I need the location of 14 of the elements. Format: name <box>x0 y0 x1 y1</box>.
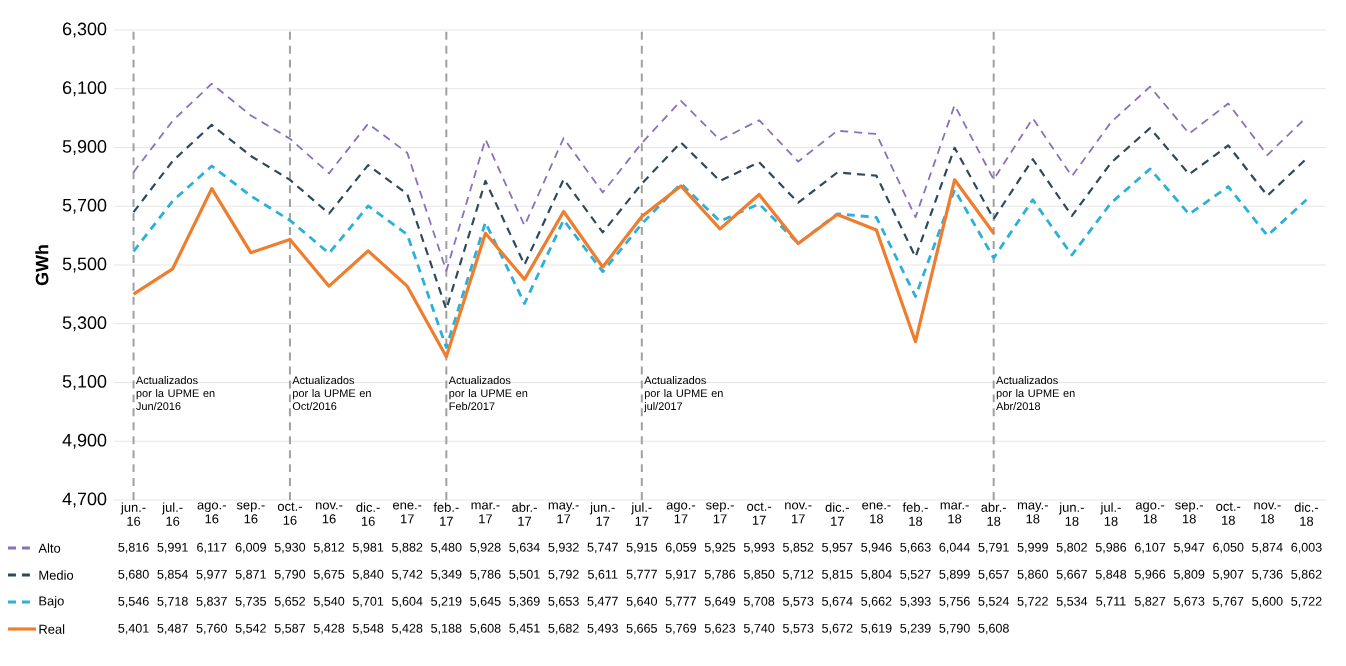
y-tick-label: 5,700 <box>62 198 107 214</box>
y-tick-label: 4,700 <box>62 492 107 508</box>
y-tick-label: 4,900 <box>62 433 107 449</box>
y-tick-label: 6,100 <box>62 81 107 97</box>
y-tick-label: 5,900 <box>62 140 107 155</box>
y-tick-label: 5,300 <box>62 316 107 332</box>
line-series <box>132 82 1308 272</box>
y-axis-title: GWh <box>35 245 49 286</box>
y-tick-label: 6,300 <box>62 22 107 38</box>
y-tick-label: 5,500 <box>62 257 107 273</box>
line-series <box>131 178 996 359</box>
line-series <box>132 164 1308 349</box>
y-tick-label: 5,100 <box>62 375 107 390</box>
line-series <box>132 123 1308 311</box>
